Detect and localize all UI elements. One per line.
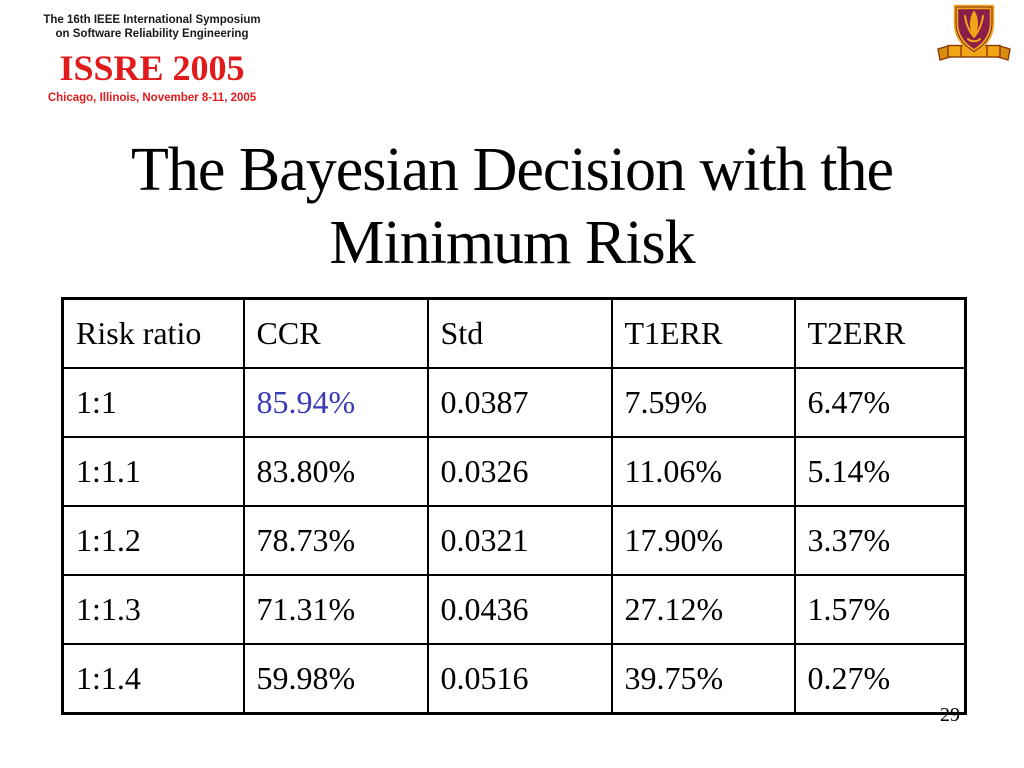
table-row: 1:1.4 59.98% 0.0516 39.75% 0.27% <box>61 643 967 715</box>
slide-title: The Bayesian Decision with the Minimum R… <box>0 134 1024 280</box>
column-header-std: Std <box>426 297 613 369</box>
cell-ccr-highlighted: 85.94% <box>242 367 429 438</box>
cell-t1err: 11.06% <box>610 436 796 507</box>
column-header-t2err: T2ERR <box>793 297 967 369</box>
table-row: 1:1.2 78.73% 0.0321 17.90% 3.37% <box>61 505 967 576</box>
conference-name: ISSRE 2005 <box>59 48 245 88</box>
cell-ccr: 71.31% <box>242 574 429 645</box>
column-header-risk-ratio: Risk ratio <box>61 297 245 369</box>
cell-risk-ratio: 1:1.4 <box>61 643 245 715</box>
table-header-row: Risk ratio CCR Std T1ERR T2ERR <box>61 297 967 369</box>
column-header-t1err: T1ERR <box>610 297 796 369</box>
symposium-name-line1: The 16th IEEE International Symposium <box>43 14 261 26</box>
cuhk-crest-logo <box>932 3 1016 65</box>
cell-ccr: 83.80% <box>242 436 429 507</box>
cell-risk-ratio: 1:1 <box>61 367 245 438</box>
cell-t2err: 3.37% <box>793 505 967 576</box>
symposium-name-line2: on Software Reliability Engineering <box>55 28 249 40</box>
cell-std: 0.0326 <box>426 436 613 507</box>
conference-header: The 16th IEEE International Symposium on… <box>32 13 272 105</box>
cell-std: 0.0387 <box>426 367 613 438</box>
cell-std: 0.0516 <box>426 643 613 715</box>
cell-std: 0.0321 <box>426 505 613 576</box>
cell-std: 0.0436 <box>426 574 613 645</box>
bayesian-risk-results-table: Risk ratio CCR Std T1ERR T2ERR 1:1 85.94… <box>61 297 967 715</box>
page-number: 29 <box>940 704 960 726</box>
cell-t2err: 0.27% <box>793 643 967 715</box>
cell-risk-ratio: 1:1.1 <box>61 436 245 507</box>
cell-risk-ratio: 1:1.3 <box>61 574 245 645</box>
cell-ccr: 59.98% <box>242 643 429 715</box>
slide-title-line1: The Bayesian Decision with the <box>130 136 894 204</box>
cell-t1err: 17.90% <box>610 505 796 576</box>
cell-t1err: 7.59% <box>610 367 796 438</box>
table-row: 1:1.1 83.80% 0.0326 11.06% 5.14% <box>61 436 967 507</box>
cell-t2err: 6.47% <box>793 367 967 438</box>
column-header-ccr: CCR <box>242 297 429 369</box>
cell-t1err: 39.75% <box>610 643 796 715</box>
cell-ccr: 78.73% <box>242 505 429 576</box>
cell-t2err: 5.14% <box>793 436 967 507</box>
table-row: 1:1.3 71.31% 0.0436 27.12% 1.57% <box>61 574 967 645</box>
cell-risk-ratio: 1:1.2 <box>61 505 245 576</box>
conference-location-date: Chicago, Illinois, November 8-11, 2005 <box>47 92 257 104</box>
slide-title-line2: Minimum Risk <box>329 209 695 277</box>
cell-t2err: 1.57% <box>793 574 967 645</box>
cell-t1err: 27.12% <box>610 574 796 645</box>
table-row: 1:1 85.94% 0.0387 7.59% 6.47% <box>61 367 967 438</box>
